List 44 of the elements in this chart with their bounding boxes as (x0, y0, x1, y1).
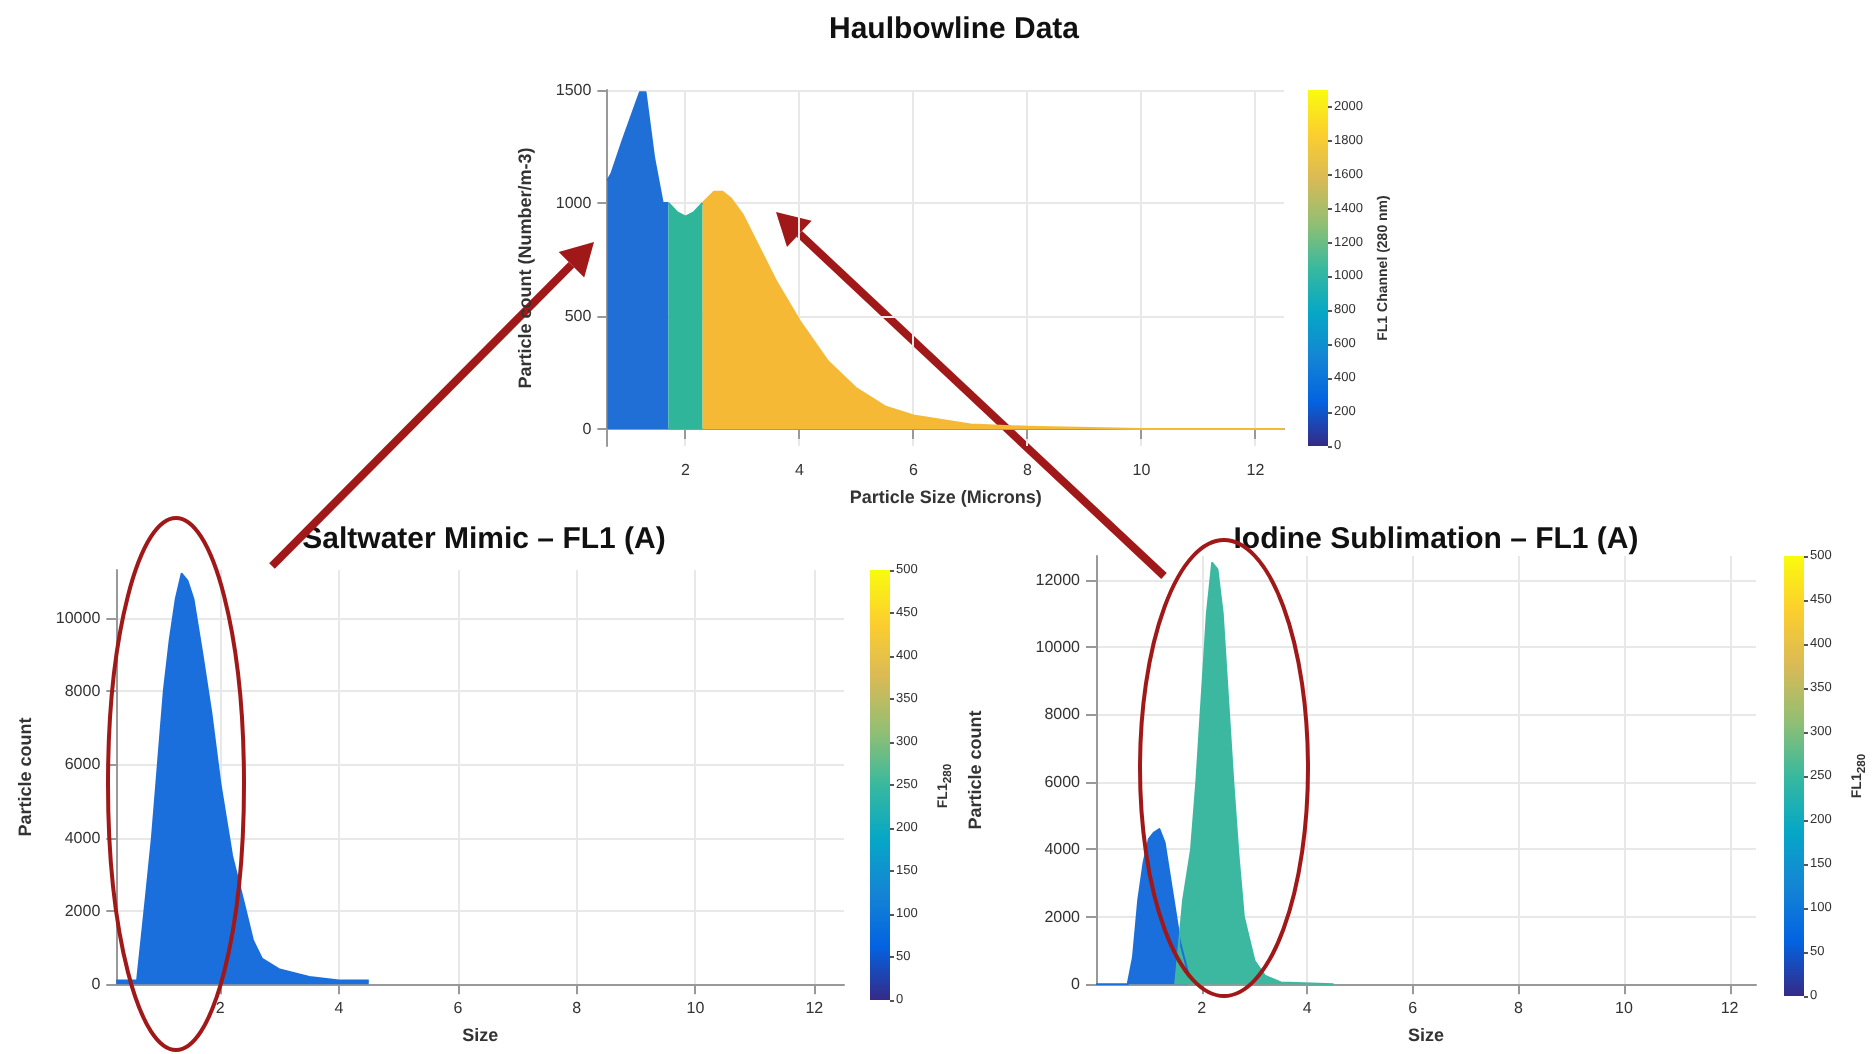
y-tick-label: 2000 (1044, 907, 1082, 926)
chart-title: Haulbowline Data (828, 12, 1081, 46)
x-tick-label: 10 (686, 999, 706, 1018)
y-tick-label: 10000 (55, 608, 102, 627)
x-tick-label: 4 (334, 999, 345, 1018)
x-tick-label: 2 (1197, 999, 1208, 1018)
x-axis-title: Size (1407, 1025, 1445, 1045)
x-tick-label: 8 (1513, 999, 1524, 1018)
y-tick-label: 10000 (1035, 638, 1082, 657)
x-tick-label: 12 (1720, 999, 1740, 1018)
y-tick-label: 1500 (555, 81, 593, 99)
x-tick-label: 8 (1023, 461, 1034, 479)
y-axis-title: Particle count (15, 717, 35, 837)
y-tick-label: 4000 (64, 828, 102, 847)
x-tick-label: 6 (1408, 999, 1419, 1018)
chart-title: Saltwater Mimic – FL1 (A) (302, 522, 666, 556)
x-tick-label: 12 (1246, 461, 1266, 479)
y-tick-label: 0 (91, 975, 102, 994)
x-tick-label: 6 (909, 461, 920, 479)
x-tick-label: 2 (681, 461, 692, 479)
y-axis-title: Particle count (Number/m-3) (515, 147, 535, 389)
y-tick-label: 4000 (1044, 840, 1082, 859)
x-axis-title: Size (462, 1025, 499, 1045)
x-tick-label: 2 (215, 999, 226, 1018)
y-axis-title: Particle count (965, 710, 985, 830)
y-tick-label: 6000 (64, 755, 102, 774)
y-tick-label: 2000 (64, 901, 102, 920)
chart-title: Iodine Sublimation – FL1 (A) (1233, 522, 1639, 556)
x-tick-label: 8 (572, 999, 583, 1018)
x-tick-label: 10 (1132, 461, 1152, 479)
x-tick-label: 4 (1302, 999, 1313, 1018)
y-tick-label: 500 (564, 307, 593, 326)
x-axis-title: Particle Size (Microns) (849, 486, 1042, 507)
x-tick-label: 6 (453, 999, 464, 1018)
x-tick-label: 12 (805, 999, 825, 1018)
y-tick-label: 1000 (555, 194, 593, 213)
y-tick-label: 0 (582, 420, 593, 439)
x-tick-label: 10 (1615, 999, 1634, 1018)
y-tick-label: 8000 (64, 681, 102, 700)
y-tick-label: 0 (1071, 975, 1082, 994)
y-tick-label: 8000 (1044, 705, 1082, 724)
y-tick-label: 12000 (1035, 570, 1082, 589)
x-tick-label: 4 (795, 461, 806, 479)
y-tick-label: 6000 (1044, 772, 1082, 791)
